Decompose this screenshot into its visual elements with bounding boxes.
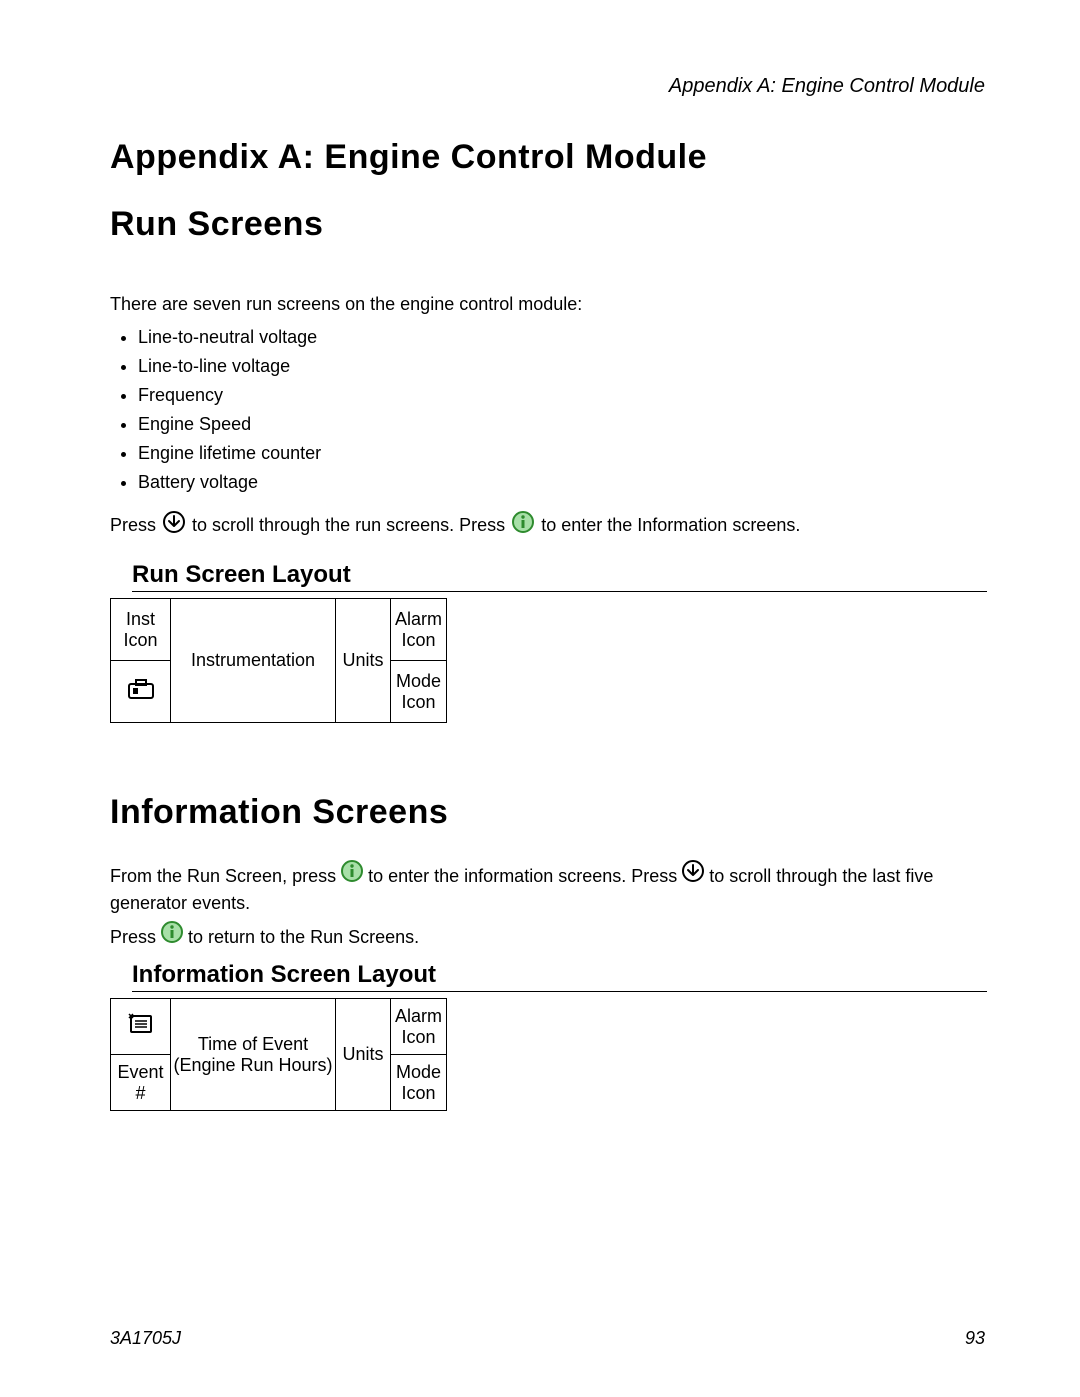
info-screen-layout-table: Time of Event (Engine Run Hours) Units A… bbox=[110, 998, 447, 1111]
cell-instrumentation: Instrumentation bbox=[171, 599, 336, 723]
cell-event-num: Event # bbox=[111, 1055, 171, 1111]
appendix-title: Appendix A: Engine Control Module bbox=[110, 138, 985, 177]
cell-icon-camera bbox=[111, 661, 171, 723]
info-circle-icon bbox=[341, 866, 368, 886]
down-arrow-circle-icon bbox=[682, 866, 709, 886]
info-circle-icon bbox=[512, 517, 539, 537]
list-item: Battery voltage bbox=[138, 472, 985, 493]
log-icon bbox=[127, 1012, 155, 1036]
cell-mode-icon: Mode Icon bbox=[391, 1055, 447, 1111]
cell-units: Units bbox=[336, 599, 391, 723]
list-item: Line-to-line voltage bbox=[138, 356, 985, 377]
text: From the Run Screen, press bbox=[110, 866, 341, 886]
running-header: Appendix A: Engine Control Module bbox=[110, 75, 985, 98]
cell-alarm-icon: Alarm Icon bbox=[391, 599, 447, 661]
doc-id: 3A1705J bbox=[110, 1328, 181, 1349]
cell-alarm-icon: Alarm Icon bbox=[391, 999, 447, 1055]
cell-log-icon bbox=[111, 999, 171, 1055]
cell-mode-icon: Mode Icon bbox=[391, 661, 447, 723]
text: to scroll through the run screens. Press bbox=[192, 515, 510, 535]
intro-text: There are seven run screens on the engin… bbox=[110, 294, 985, 315]
list-item: Engine Speed bbox=[138, 414, 985, 435]
cell-time-of-event: Time of Event (Engine Run Hours) bbox=[171, 999, 336, 1111]
down-arrow-circle-icon bbox=[163, 517, 190, 537]
cell-inst-icon: Inst Icon bbox=[111, 599, 171, 661]
text: to return to the Run Screens. bbox=[188, 927, 419, 947]
run-screen-layout-table: Inst Icon Instrumentation Units Alarm Ic… bbox=[110, 598, 447, 723]
page-footer: 3A1705J 93 bbox=[110, 1328, 985, 1349]
info-para-2: Press to return to the Run Screens. bbox=[110, 921, 985, 951]
info-para-1: From the Run Screen, press to enter the … bbox=[110, 860, 985, 917]
list-item: Engine lifetime counter bbox=[138, 443, 985, 464]
page: Appendix A: Engine Control Module Append… bbox=[0, 0, 1080, 1397]
run-screens-list: Line-to-neutral voltage Line-to-line vol… bbox=[110, 327, 985, 493]
page-number: 93 bbox=[965, 1328, 985, 1349]
list-item: Frequency bbox=[138, 385, 985, 406]
run-screens-title: Run Screens bbox=[110, 205, 985, 244]
text: Press bbox=[110, 515, 161, 535]
cell-units: Units bbox=[336, 999, 391, 1111]
press-instruction-run: Press to scroll through the run screens.… bbox=[110, 511, 985, 541]
text: Press bbox=[110, 927, 161, 947]
info-circle-icon bbox=[161, 927, 188, 947]
camera-icon bbox=[127, 678, 155, 700]
information-screen-layout-heading: Information Screen Layout bbox=[132, 961, 987, 992]
text: to enter the information screens. Press bbox=[368, 866, 682, 886]
list-item: Line-to-neutral voltage bbox=[138, 327, 985, 348]
text: to enter the Information screens. bbox=[541, 515, 800, 535]
information-screens-title: Information Screens bbox=[110, 793, 985, 832]
run-screen-layout-heading: Run Screen Layout bbox=[132, 561, 987, 592]
